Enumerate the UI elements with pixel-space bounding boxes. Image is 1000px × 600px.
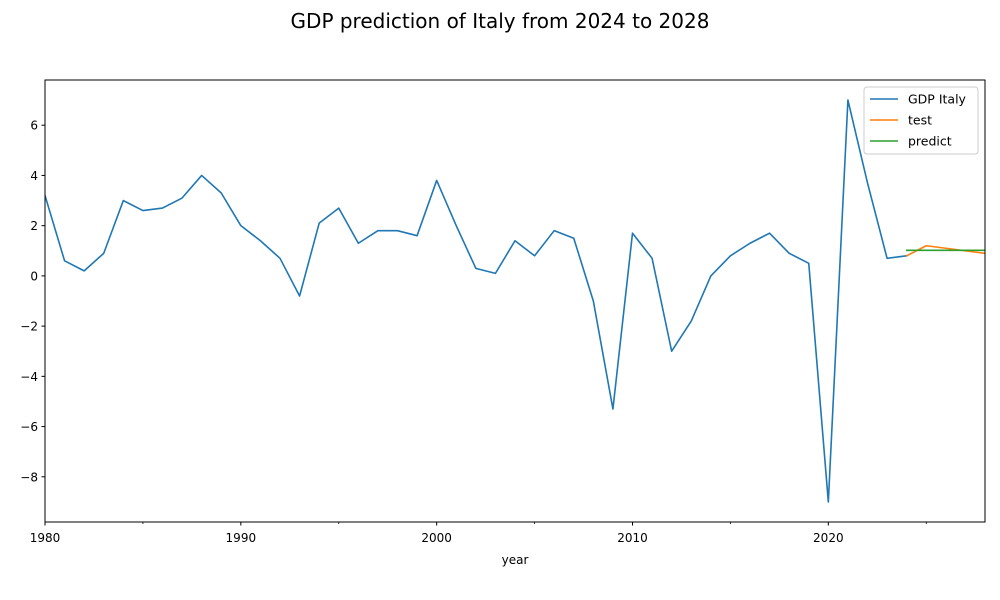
ticks-layer: −8 −6 −4 −2 0 2 4 6 1980 1990 2000 2010 2020: [20, 119, 927, 545]
x-tick-label: 2000: [421, 531, 452, 545]
y-tick-label: 6: [30, 119, 38, 133]
legend-box: [863, 86, 979, 155]
x-tick-label: 1980: [30, 531, 61, 545]
x-tick-label: 2010: [617, 531, 648, 545]
y-tick-label: 4: [30, 169, 38, 183]
y-tick-label: −2: [20, 320, 38, 334]
legend-label: GDP Italy: [908, 92, 967, 107]
y-tick-label: −6: [20, 420, 38, 434]
y-tick-label: −4: [20, 370, 38, 384]
series-line-test: [905, 244, 985, 257]
y-tick-label: 2: [30, 219, 38, 233]
x-tick-label: 1990: [226, 531, 257, 545]
x-axis-label: year: [502, 553, 529, 567]
legend-label: predict: [908, 134, 952, 149]
series-line-gdp-italy: [45, 99, 908, 503]
series-layer: [45, 99, 985, 503]
chart-title: GDP prediction of Italy from 2024 to 202…: [291, 9, 710, 33]
y-tick-label: 0: [30, 269, 38, 283]
y-tick-label: −8: [20, 470, 38, 484]
legend: GDP Italy test predict: [863, 86, 979, 155]
plot-frame: [44, 79, 986, 523]
x-tick-label: 2020: [813, 531, 844, 545]
legend-label: test: [908, 113, 932, 128]
